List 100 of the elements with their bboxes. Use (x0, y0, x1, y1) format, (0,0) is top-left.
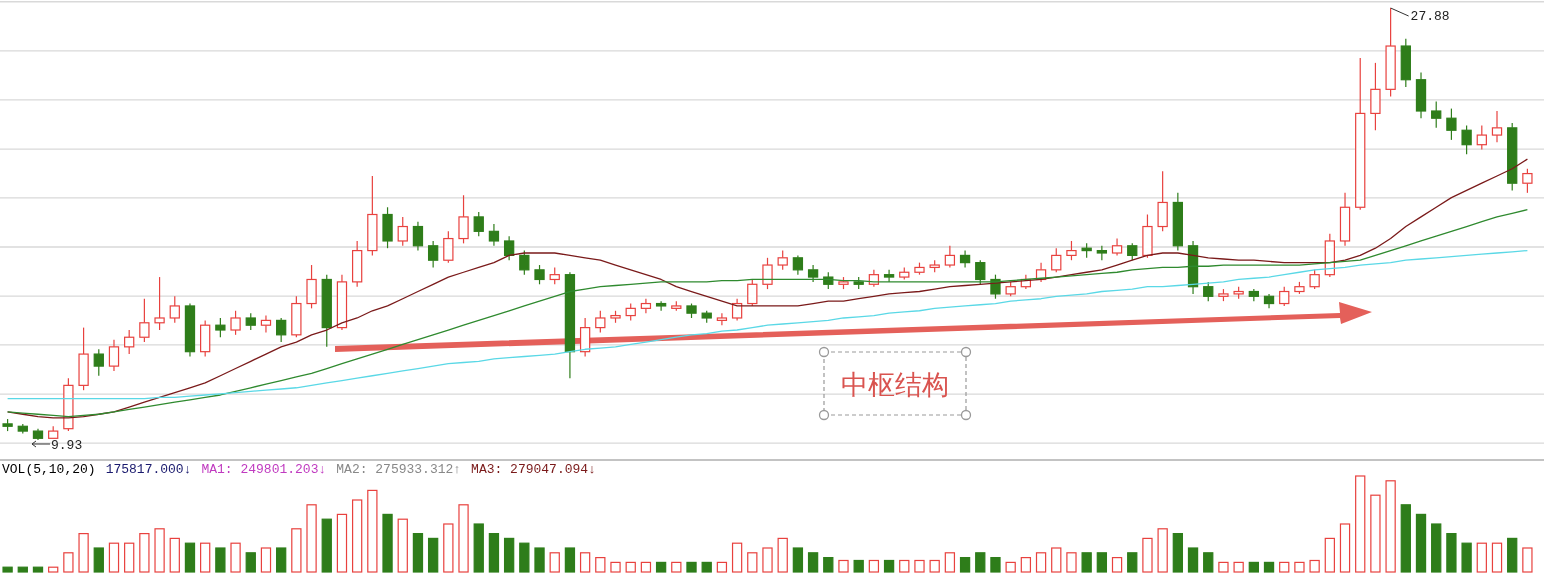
bar (1020, 557, 1032, 573)
bar (777, 537, 788, 573)
bar (792, 547, 804, 573)
annotation: MA1: 249801.203↓ (201, 462, 327, 477)
bar (853, 559, 864, 573)
bar (716, 561, 728, 573)
bar (1066, 552, 1077, 573)
bar (488, 533, 500, 573)
bar (260, 547, 272, 573)
bar (443, 523, 454, 573)
bar (1370, 494, 1381, 573)
bar (868, 559, 880, 573)
bar (276, 547, 287, 573)
bar (124, 542, 135, 573)
bar (1400, 504, 1411, 573)
bar (32, 566, 44, 573)
bar (1279, 561, 1290, 573)
bar (1446, 533, 1457, 573)
bar (1157, 528, 1168, 573)
bar (17, 566, 28, 573)
bar (838, 559, 849, 573)
bar (473, 523, 484, 573)
annotation: MA2: 275933.312↑ (336, 462, 462, 477)
bar (2, 566, 13, 573)
bar (655, 561, 667, 573)
bar (1051, 547, 1062, 573)
bar (48, 566, 59, 573)
bar (139, 533, 150, 573)
bar (534, 547, 545, 573)
bar (747, 552, 758, 573)
bar (1294, 561, 1305, 573)
bar (1218, 561, 1229, 573)
bar (929, 559, 940, 573)
bar (990, 557, 1001, 573)
bar (1035, 552, 1047, 573)
bar (458, 504, 469, 573)
bar (610, 561, 621, 573)
bar (1263, 561, 1275, 573)
bar (382, 513, 393, 573)
bar (1248, 561, 1259, 573)
bar (762, 547, 773, 573)
bar (63, 552, 74, 573)
bar (351, 499, 363, 573)
bar (1233, 561, 1244, 573)
bar (519, 542, 530, 573)
bar (959, 557, 971, 573)
bar (1339, 523, 1351, 573)
bar (1203, 552, 1214, 573)
bar (1476, 542, 1487, 573)
bar (1081, 552, 1092, 573)
bar (367, 489, 378, 573)
bar (321, 518, 332, 573)
bar (549, 552, 560, 573)
bar (154, 528, 165, 573)
annotation: 27.88 (1410, 9, 1450, 24)
bar (944, 552, 956, 573)
bar (625, 561, 636, 573)
bar (108, 542, 120, 573)
bar (914, 559, 925, 573)
bar (701, 561, 712, 573)
bar (184, 542, 196, 573)
bar (975, 552, 986, 573)
bar (1187, 547, 1199, 573)
bar (1491, 542, 1503, 573)
bar (640, 561, 652, 573)
bar (397, 518, 408, 573)
bar (883, 559, 895, 573)
bar (1309, 559, 1320, 573)
bar (1431, 523, 1442, 573)
bar (93, 547, 104, 573)
bar (1096, 552, 1108, 573)
bar (1127, 552, 1138, 573)
bar (1522, 547, 1533, 573)
bar (306, 504, 317, 573)
bar (564, 547, 576, 573)
bar (899, 559, 910, 573)
bar (1005, 561, 1016, 573)
bar (169, 537, 180, 573)
annotation: 中枢结构 (841, 370, 949, 400)
bar (823, 557, 834, 573)
bar (1415, 513, 1427, 573)
bar (731, 542, 743, 573)
bar (215, 547, 226, 573)
annotation: VOL(5,10,20) (2, 462, 96, 477)
bar (245, 552, 256, 573)
bar (1172, 533, 1184, 573)
bar (1507, 537, 1518, 573)
bar (230, 542, 241, 573)
annotation: 175817.000↓ (105, 462, 192, 477)
bar (1461, 542, 1472, 573)
bar (595, 557, 606, 573)
bar (579, 552, 591, 573)
bar (427, 537, 439, 573)
bar (78, 533, 89, 573)
bar (807, 552, 819, 573)
annotation: 9.93 (51, 438, 83, 453)
annotation: MA3: 279047.094↓ (471, 462, 596, 477)
bar (1385, 480, 1396, 573)
bar (412, 533, 424, 573)
bar (1324, 537, 1335, 573)
